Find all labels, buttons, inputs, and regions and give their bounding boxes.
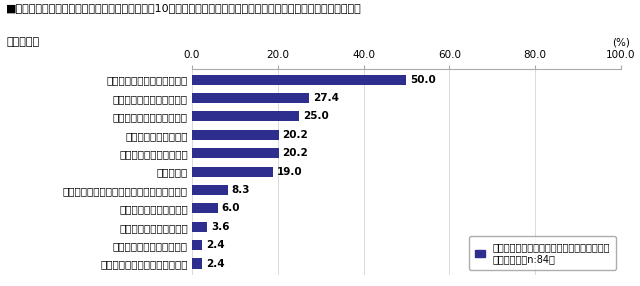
Bar: [192, 75, 406, 85]
Bar: [192, 222, 207, 232]
Bar: [192, 259, 202, 269]
Text: 25.0: 25.0: [303, 112, 328, 122]
Legend: オフィス以外の仕事の場としてクルマを最も
利用する人（n:84）: オフィス以外の仕事の場としてクルマを最も 利用する人（n:84）: [469, 237, 616, 270]
Text: (%): (%): [612, 37, 630, 47]
Text: ■クルマを仕事の場として最も選択する理由上众10項目（オフィス以外の仕事の場としてクルマを最も利用する人／: ■クルマを仕事の場として最も選択する理由上众10項目（オフィス以外の仕事の場とし…: [6, 3, 362, 13]
Text: 2.4: 2.4: [205, 259, 225, 269]
Bar: [192, 111, 300, 122]
Bar: [192, 93, 310, 103]
Text: 2.4: 2.4: [205, 240, 225, 250]
Text: 6.0: 6.0: [221, 203, 239, 213]
Text: 8.3: 8.3: [231, 185, 250, 195]
Text: 19.0: 19.0: [277, 167, 303, 176]
Bar: [192, 240, 202, 250]
Text: 20.2: 20.2: [282, 148, 308, 158]
Text: 3.6: 3.6: [211, 222, 229, 232]
Bar: [192, 203, 218, 213]
Text: 27.4: 27.4: [313, 93, 339, 103]
Text: 20.2: 20.2: [282, 130, 308, 140]
Bar: [192, 185, 228, 195]
Bar: [192, 148, 278, 158]
Bar: [192, 166, 273, 177]
Text: 複数回答）: 複数回答）: [6, 37, 40, 47]
Text: 50.0: 50.0: [410, 75, 436, 85]
Bar: [192, 130, 278, 140]
